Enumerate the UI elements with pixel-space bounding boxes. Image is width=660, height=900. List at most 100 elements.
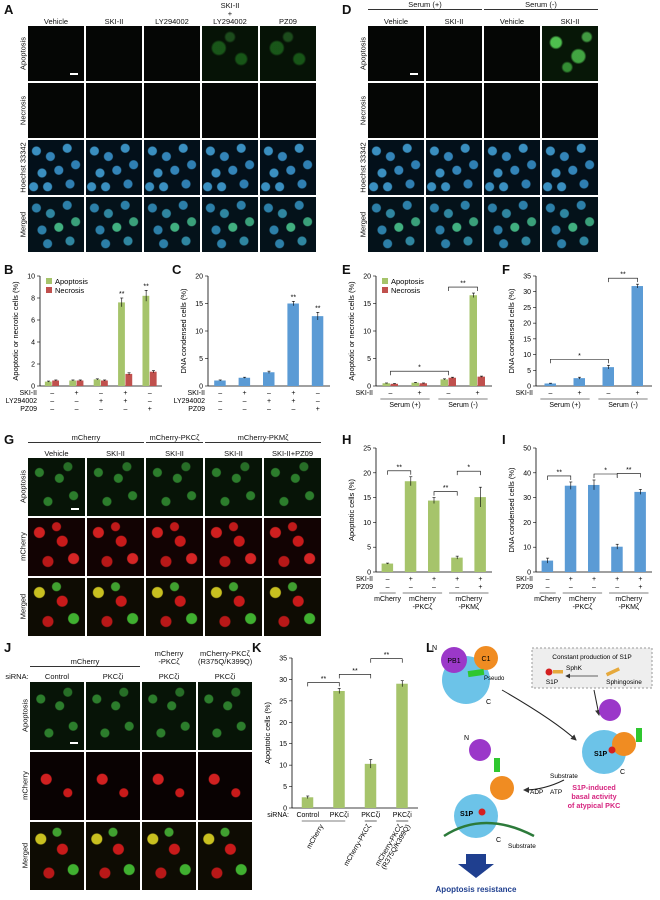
micrograph xyxy=(86,140,142,195)
y-tick-label: 5 xyxy=(527,368,531,375)
panel-label-e: E xyxy=(342,262,351,277)
y-axis-label: DNA condensed cells (%) xyxy=(507,467,516,553)
group-label: Serum (-) xyxy=(448,402,478,409)
micrograph xyxy=(368,83,424,138)
condition-sign: – xyxy=(455,584,459,591)
bar xyxy=(149,371,157,386)
micrograph xyxy=(368,26,424,81)
y-tick-label: 4 xyxy=(31,340,35,347)
column-header: Vehicle xyxy=(43,17,69,26)
micrograph xyxy=(30,682,84,750)
bar xyxy=(448,377,456,386)
micrograph xyxy=(202,26,258,81)
significance-mark: * xyxy=(418,365,421,372)
micrograph xyxy=(87,578,144,636)
s1p-production-box xyxy=(531,647,653,689)
scale-bar xyxy=(70,73,78,75)
condition-sign: + xyxy=(417,390,421,397)
bar xyxy=(477,376,485,386)
condition-sign: – xyxy=(546,576,550,583)
y-tick-label: 0 xyxy=(527,384,531,391)
micrograph xyxy=(198,682,252,750)
condition-sign: + xyxy=(432,576,436,583)
column-header: LY294002 xyxy=(155,17,189,26)
condition-label: SKI-II xyxy=(515,576,533,583)
bar xyxy=(118,302,125,386)
pb1-text: PB1 xyxy=(447,658,460,665)
micrograph xyxy=(28,518,85,576)
group-label: mCherry xyxy=(306,823,326,850)
condition-sign: + xyxy=(478,584,482,591)
micrograph xyxy=(542,26,598,81)
y-axis-label: DNA condensed cells (%) xyxy=(507,288,516,374)
micrograph xyxy=(144,83,200,138)
group-label: mCherry xyxy=(569,596,596,603)
bar xyxy=(287,303,299,386)
substrate-text-1: Substrate xyxy=(550,773,578,780)
micrograph xyxy=(368,140,424,195)
micrograph xyxy=(426,83,482,138)
condition-label: PZ09 xyxy=(356,584,373,591)
significance-bracket xyxy=(338,674,372,679)
condition-sign: + xyxy=(291,390,295,397)
bar xyxy=(611,546,623,572)
micrograph xyxy=(30,822,84,890)
group-header-serum-minus: Serum (-) xyxy=(484,0,598,10)
condition-sign: – xyxy=(592,584,596,591)
y-tick-label: 20 xyxy=(363,470,371,477)
bar xyxy=(101,380,108,386)
condition-sign: – xyxy=(243,398,247,405)
y-tick-label: 20 xyxy=(195,274,203,281)
constant-production-text: Constant production of S1P xyxy=(552,654,632,661)
micrograph xyxy=(28,26,84,81)
bar xyxy=(440,379,448,386)
y-tick-label: 5 xyxy=(199,356,203,363)
significance-mark: ** xyxy=(315,305,321,312)
y-tick-label: 20 xyxy=(523,520,531,527)
condition-label: PZ09 xyxy=(516,584,533,591)
condition-sign: – xyxy=(607,390,611,397)
condition-sign: + xyxy=(148,406,152,413)
column-header: Control xyxy=(44,672,70,681)
bar xyxy=(382,383,390,386)
condition-label: LY294002 xyxy=(6,398,38,405)
condition-sign: – xyxy=(267,406,271,413)
n-terminus-3: N xyxy=(464,735,469,742)
condition-sign: + xyxy=(478,576,482,583)
micrograph xyxy=(144,197,200,252)
row-label: Merged xyxy=(20,842,30,869)
condition-sign: – xyxy=(549,390,553,397)
legend-label: Necrosis xyxy=(55,286,84,295)
condition-sign: – xyxy=(386,576,390,583)
column-header: LY294002 xyxy=(213,17,247,26)
micrograph xyxy=(146,518,203,576)
bar xyxy=(541,560,554,572)
bar xyxy=(263,372,275,386)
group-label: Serum (+) xyxy=(389,402,420,409)
y-tick-label: 6 xyxy=(31,318,35,325)
condition-sign: – xyxy=(447,390,451,397)
column-header: PKCζi xyxy=(158,672,180,681)
micrograph xyxy=(205,578,262,636)
column-header: SKI-II xyxy=(104,17,124,26)
condition-sign: – xyxy=(316,398,320,405)
bar xyxy=(469,295,477,386)
bar xyxy=(44,381,52,386)
significance-mark: ** xyxy=(620,272,626,279)
bar xyxy=(588,484,600,572)
significance-bracket xyxy=(547,475,572,480)
micrograph xyxy=(542,197,598,252)
micrograph xyxy=(264,578,321,636)
significance-mark: ** xyxy=(626,467,632,474)
condition-label: SKI-II xyxy=(19,390,37,397)
scale-bar xyxy=(71,508,79,510)
bar xyxy=(474,497,486,572)
sirna-label: siRNA: xyxy=(5,672,29,681)
condition-sign: – xyxy=(218,406,222,413)
column-header: PZ09 xyxy=(279,17,297,26)
column-header: SKI-II xyxy=(165,449,184,458)
panel-label-c: C xyxy=(172,262,182,277)
micrograph xyxy=(264,518,321,576)
s1p-molecule xyxy=(545,668,553,676)
